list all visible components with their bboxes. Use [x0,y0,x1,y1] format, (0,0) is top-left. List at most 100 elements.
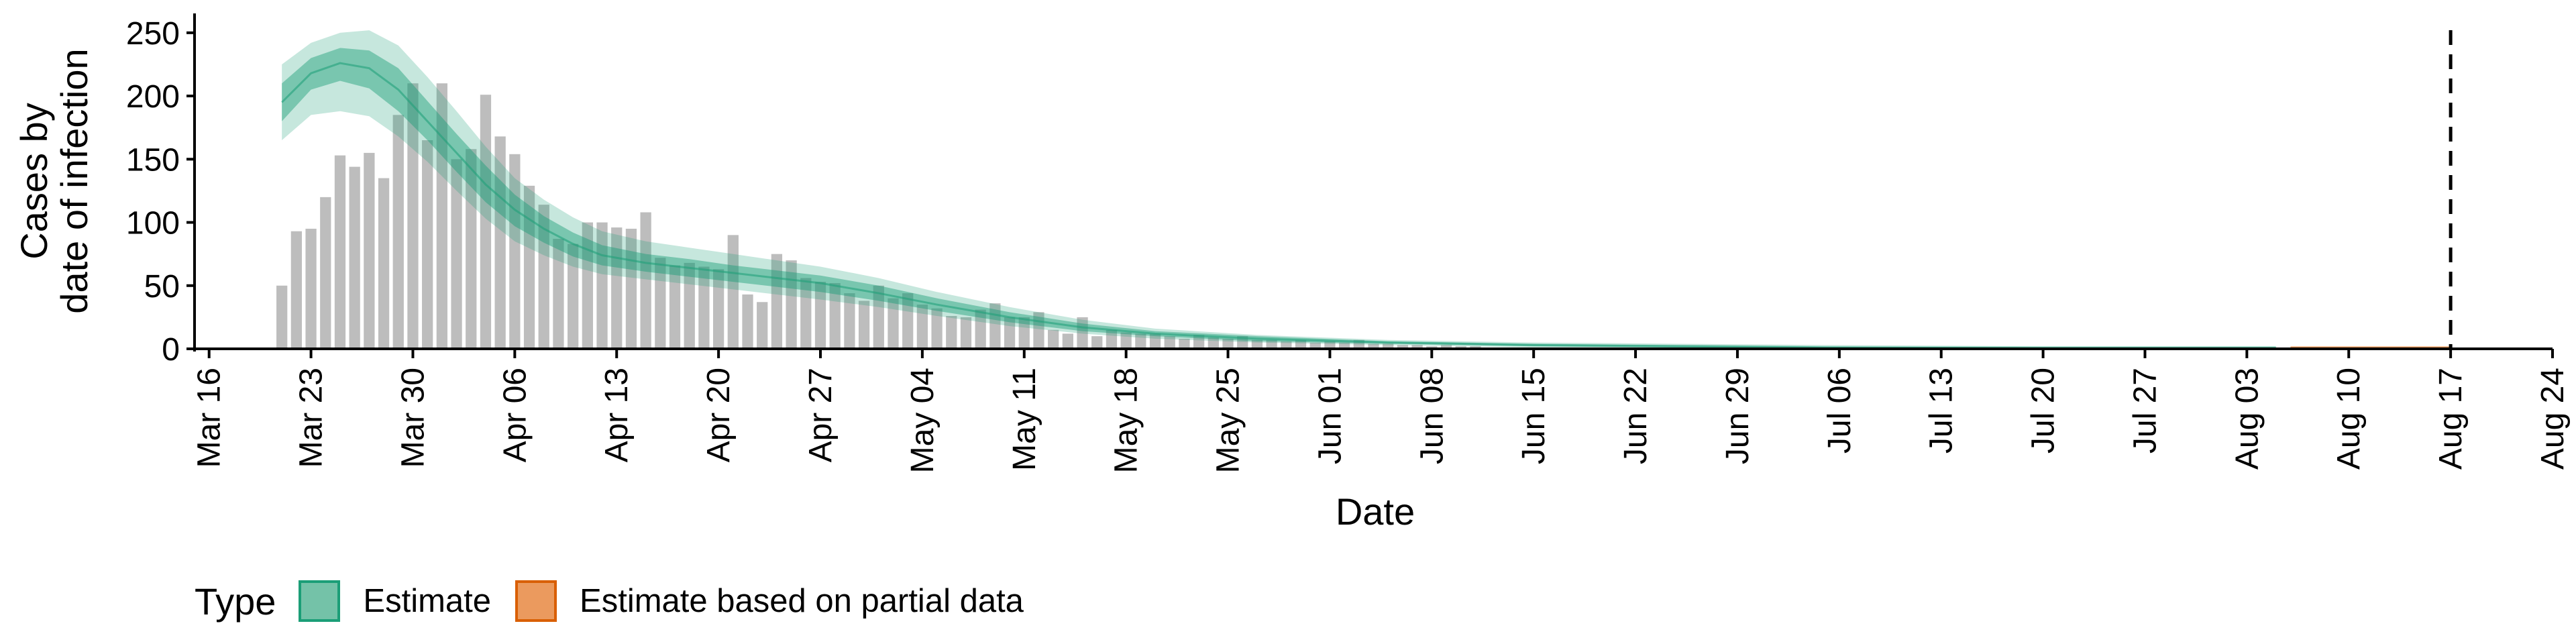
bar [1411,345,1423,349]
bar [640,212,651,349]
bar [1222,338,1234,349]
median-line-estimate [281,62,2276,349]
x-tick-label: Jul 27 [2127,368,2163,453]
bar [1018,317,1030,349]
x-tick-label: Aug 24 [2535,368,2571,470]
bar [786,260,797,349]
legend-swatch-estimate [299,580,341,622]
bar [960,317,972,349]
legend-label-partial: Estimate based on partial data [580,583,1024,619]
bar [1120,332,1132,349]
ribbon-90-estimate [282,30,2276,349]
bar [1106,329,1118,349]
bar [1091,336,1103,349]
bar [553,239,564,349]
y-tick-label: 150 [126,142,180,178]
bar [1062,333,1073,349]
x-tick-label: Apr 13 [599,368,635,462]
bar [1077,317,1088,349]
bar [916,305,928,349]
x-tick-label: Jun 29 [1720,368,1756,464]
bar [1149,333,1161,349]
bar [1251,339,1263,349]
legend-swatch-partial [515,580,557,622]
bar [1324,341,1336,349]
legend: Type Estimate Estimate based on partial … [195,574,1048,628]
x-tick-label: Mar 30 [395,368,431,468]
bar [669,265,681,349]
bar [466,149,477,349]
x-tick-label: Mar 23 [294,368,329,468]
x-tick-label: Jun 15 [1516,368,1552,464]
x-tick-label: May 25 [1211,368,1246,473]
bar [684,262,695,349]
bar [742,294,753,349]
x-tick-label: Apr 06 [497,368,533,462]
x-tick-label: Jun 01 [1312,368,1348,464]
bar [829,283,841,349]
x-tick-label: May 18 [1109,368,1144,473]
bar [451,159,462,350]
bar [858,301,870,349]
bar [523,185,535,349]
bar [800,278,812,349]
bar [1164,336,1175,349]
bar [1208,337,1219,349]
bar [480,95,492,349]
bar [494,136,506,349]
bar [320,197,331,349]
bar [946,316,957,349]
bar [436,83,447,349]
bar [757,302,768,349]
bar [305,228,317,349]
y-tick-label: 250 [126,16,180,52]
bar [655,258,666,349]
bar [931,308,943,349]
x-tick-label: Apr 20 [701,368,737,462]
bar [625,228,637,349]
legend-item-estimate: Estimate [299,580,491,622]
bar [844,293,855,349]
x-tick-label: Aug 03 [2229,368,2265,470]
x-tick-label: Jul 06 [1822,368,1858,453]
y-tick-label: 200 [126,79,180,115]
bar [1397,345,1409,349]
x-tick-label: Jul 13 [1924,368,1960,453]
bar [364,152,375,349]
x-tick-label: Mar 16 [192,368,227,468]
bar [1338,342,1350,349]
bar [334,155,346,349]
bar [888,298,899,349]
x-tick-label: Aug 10 [2331,368,2367,470]
bar [407,83,419,349]
bar [1237,336,1248,349]
bar [1266,339,1277,349]
bar [1309,342,1321,349]
legend-label-estimate: Estimate [363,583,492,619]
bar [567,244,579,349]
x-tick-label: Jun 22 [1618,368,1654,464]
bar [1281,341,1292,349]
x-tick-label: May 04 [905,368,941,473]
bar [873,285,884,349]
x-tick-label: Jul 20 [2026,368,2061,453]
bar [814,282,826,349]
bar [290,231,303,349]
legend-item-partial: Estimate based on partial data [515,580,1024,622]
bar [276,285,288,349]
y-axis-label-line-2: date of infection [53,48,95,313]
x-axis-label: Date [1336,490,1415,533]
x-tick-label: Apr 27 [803,368,839,462]
bar [1004,317,1016,349]
bar [1048,329,1059,349]
bar [1135,333,1146,349]
bar [1440,345,1452,349]
legend-title: Type [195,580,276,623]
y-tick-label: 0 [162,332,180,368]
bar [1383,343,1394,349]
y-tick-label: 100 [126,206,180,241]
bar [1179,338,1190,349]
bar [1193,335,1205,349]
ribbon-50-estimate [282,48,2276,349]
bar [392,115,404,349]
